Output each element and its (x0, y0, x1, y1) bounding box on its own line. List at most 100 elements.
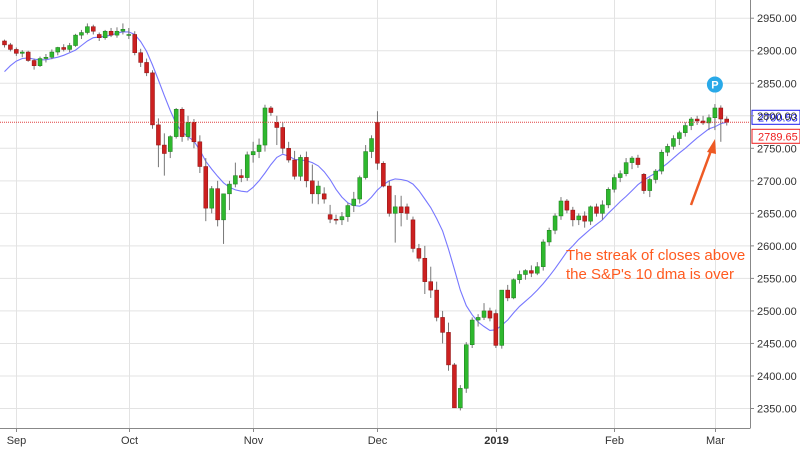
annotation-arrow-shaft (689, 147, 714, 206)
candle-body (688, 118, 694, 126)
candle-body (114, 30, 120, 36)
candle-body (487, 310, 493, 319)
candle-up (647, 177, 653, 198)
candle-body (446, 332, 451, 366)
x-tick-label: Oct (121, 435, 138, 447)
candle-body (96, 34, 102, 38)
candle-up (37, 56, 43, 67)
candle-body (85, 26, 90, 33)
candle-body (683, 125, 688, 133)
candle-body (43, 56, 49, 59)
candle-up (209, 186, 214, 214)
candle-down (25, 50, 31, 62)
candle-up (671, 135, 676, 150)
candle-body (458, 388, 463, 409)
candle-up (369, 135, 374, 159)
candle-up (363, 145, 368, 180)
candle-up (659, 149, 664, 175)
last-price-box (751, 109, 800, 125)
candle-down (410, 216, 416, 253)
candle-down (564, 199, 570, 214)
candle-up (227, 180, 232, 211)
candle-body (20, 51, 25, 54)
candle-body (108, 30, 114, 36)
candle-body (67, 45, 72, 50)
candle-down (239, 169, 244, 183)
candle-down (162, 133, 167, 176)
candle-body (546, 230, 552, 243)
y-tick-label: 2700.00 (757, 176, 797, 188)
candle-down (8, 42, 13, 52)
candle-up (49, 49, 55, 60)
candle-up (168, 135, 173, 159)
candle-down (416, 243, 422, 262)
candle-body (162, 144, 167, 154)
candle-body (49, 51, 55, 58)
candle-up (351, 191, 357, 213)
candle-body (523, 270, 528, 275)
candle-down (203, 158, 209, 222)
candle-down (387, 180, 392, 217)
candle-up (588, 205, 593, 226)
candle-body (156, 124, 161, 146)
candle-down (422, 245, 428, 295)
candle-body (416, 248, 422, 259)
candle-down (286, 141, 291, 163)
candle-down (292, 150, 297, 180)
candle-body (558, 200, 564, 217)
candle-down (381, 161, 386, 188)
candle-body (262, 107, 268, 146)
candle-body (233, 175, 238, 185)
candle-up (683, 122, 688, 137)
candle-up (481, 303, 487, 321)
x-tick-label: Sep (7, 435, 27, 447)
candle-body (357, 177, 362, 200)
candle-down (14, 47, 19, 56)
candle-body (31, 60, 37, 66)
candle-body (274, 122, 280, 128)
candle-body (37, 58, 43, 66)
candle-down (108, 27, 114, 38)
candle-up (339, 212, 345, 226)
x-tick-label: Feb (605, 435, 624, 447)
candle-body (540, 241, 546, 267)
candle-up (458, 385, 463, 411)
candle-body (641, 174, 647, 191)
candle-body (712, 107, 718, 118)
candle-body (410, 219, 416, 249)
candle-body (310, 180, 315, 195)
candle-body (91, 26, 96, 32)
candle-body (203, 166, 209, 209)
candle-up (540, 239, 546, 271)
candle-up (469, 317, 475, 348)
candle-body (617, 173, 623, 178)
candle-up (114, 27, 120, 38)
price-crosshair: 2790.53 2789.65 P (0, 76, 800, 144)
candle-body (55, 47, 61, 53)
y-tick-label: 2350.00 (757, 403, 797, 415)
y-tick-label: 2900.00 (757, 46, 797, 58)
candle-body (635, 157, 641, 165)
candle-body (144, 62, 149, 74)
candle-down (31, 58, 37, 70)
candlestick-series (2, 23, 729, 411)
candle-body (286, 148, 291, 161)
candle-body (209, 188, 214, 209)
candle-body (268, 107, 274, 113)
candle-body (227, 183, 232, 195)
candle-up (20, 50, 25, 58)
candle-down (446, 322, 451, 371)
candle-body (168, 136, 173, 152)
candle-down (150, 70, 155, 129)
candle-up (262, 104, 268, 152)
candle-body (316, 185, 321, 195)
candle-body (369, 138, 374, 152)
candle-body (428, 281, 433, 291)
candle-body (138, 52, 143, 63)
candle-body (363, 151, 368, 178)
candle-up (653, 169, 658, 184)
event-badge[interactable] (706, 76, 723, 93)
candle-down (493, 309, 499, 348)
candle-down (694, 115, 700, 125)
candle-down (215, 180, 220, 227)
